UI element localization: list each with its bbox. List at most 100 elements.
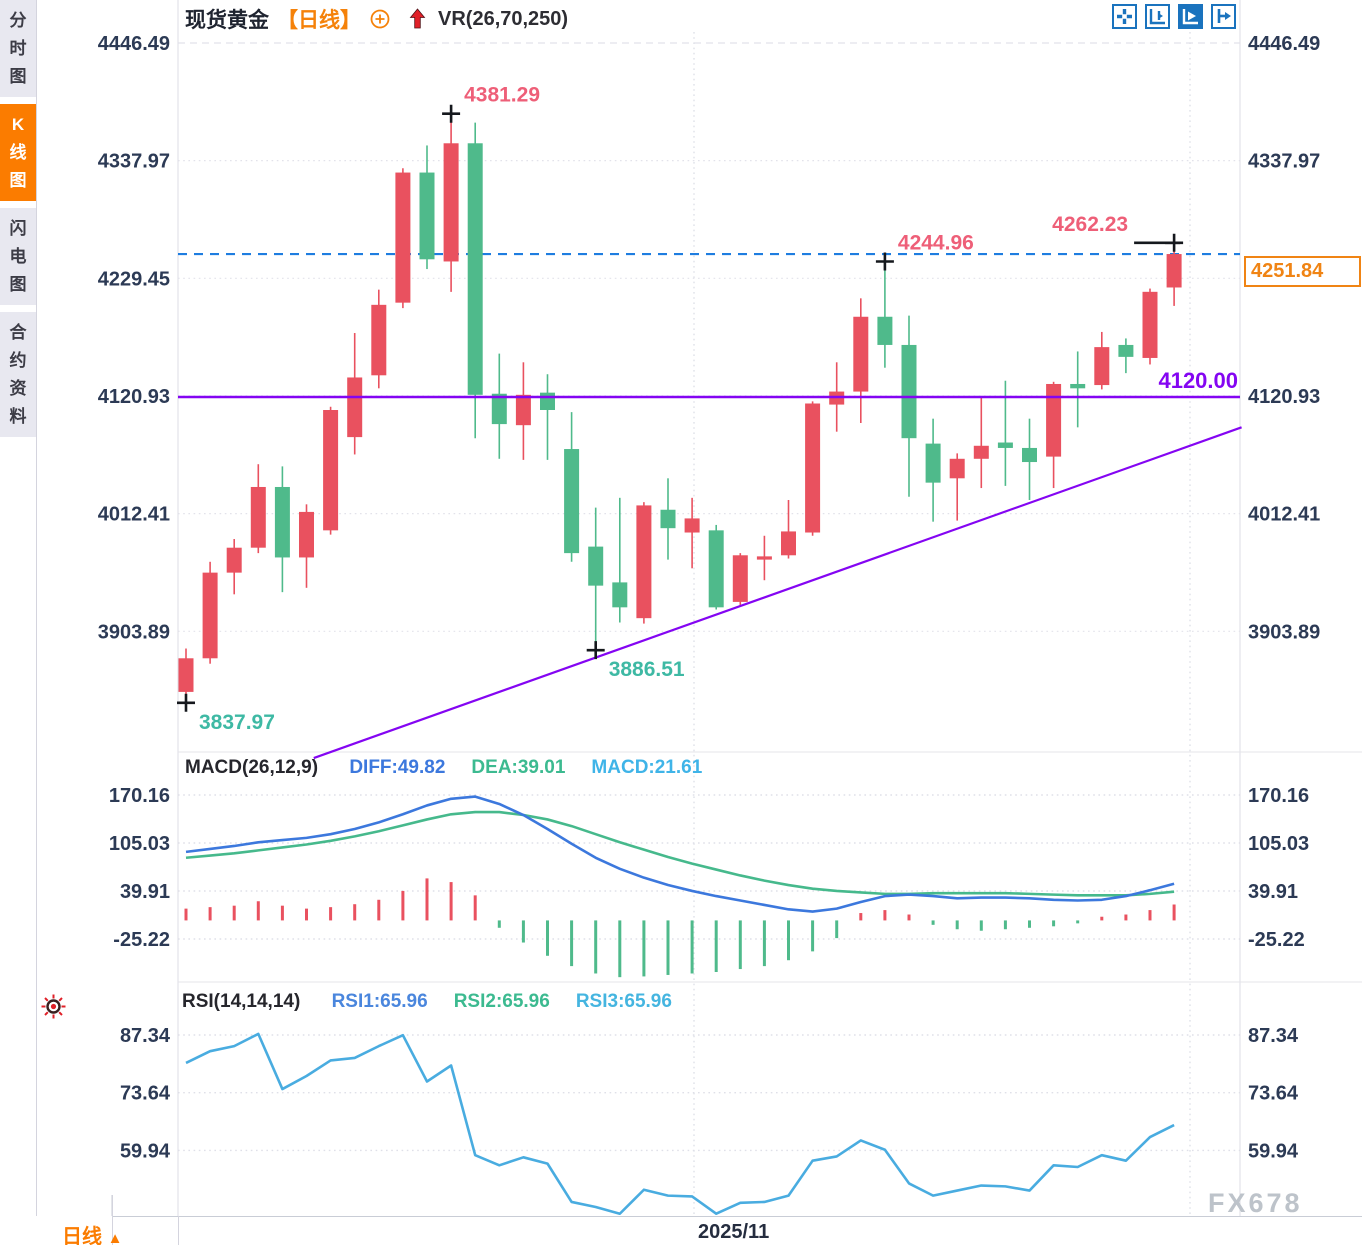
rsi-settings-sun-icon <box>41 994 66 1019</box>
candle-body <box>877 316 893 345</box>
svg-text:39.91: 39.91 <box>120 881 170 903</box>
sidebar-tab-char: 闪 <box>9 219 27 238</box>
sidebar-tab-2[interactable]: 闪电图 <box>0 208 36 305</box>
svg-text:3903.89: 3903.89 <box>98 621 170 643</box>
sidebar-tab-char: 图 <box>9 275 27 294</box>
candle-body <box>274 486 290 558</box>
last-price-box: 4251.84 <box>1244 256 1361 287</box>
bottom-bar: 日线 ▲ 2025/11 <box>0 1195 1362 1245</box>
chevron-up-icon: ▲ <box>107 1230 123 1245</box>
candle-body <box>540 392 555 410</box>
cross-marker <box>442 104 461 123</box>
macd-legend-1: DEA:39.01 <box>471 757 566 778</box>
go-to-latest-button[interactable] <box>1211 4 1236 29</box>
sidebar-tab-3[interactable]: 合约资料 <box>0 312 36 437</box>
price-annotation: 4262.23 <box>1052 213 1128 236</box>
macd-legend-2: MACD:21.61 <box>591 757 703 778</box>
macd-legend-0: DIFF:49.82 <box>349 757 446 778</box>
timeframe-tag: 【日线】 <box>277 9 361 32</box>
candle-body <box>1142 291 1158 358</box>
candle-body <box>1046 383 1062 457</box>
up-arrow-icon <box>409 8 426 29</box>
rsi-panel <box>185 1032 1175 1216</box>
svg-text:170.16: 170.16 <box>1248 785 1309 807</box>
sidebar-tab-char: 时 <box>9 39 27 58</box>
candle-body <box>419 172 435 260</box>
svg-text:-25.22: -25.22 <box>1248 929 1305 951</box>
fit-scale-button[interactable] <box>1145 4 1170 29</box>
svg-text:3903.89: 3903.89 <box>1248 621 1320 643</box>
candle-body <box>781 531 796 556</box>
candle-body <box>660 509 676 529</box>
sidebar-tab-char: 资 <box>9 379 27 398</box>
pan-tool-button[interactable] <box>1112 4 1137 29</box>
sidebar-tab-0[interactable]: 分时图 <box>0 0 36 97</box>
candle-body <box>323 409 339 531</box>
candle-body <box>564 449 580 554</box>
auto-scroll-icon <box>1182 9 1198 25</box>
vr-indicator-label: VR(26,70,250) <box>438 7 569 30</box>
candle-body <box>588 546 604 586</box>
sidebar-tab-char: 电 <box>9 247 27 266</box>
svg-text:73.64: 73.64 <box>120 1083 171 1105</box>
add-indicator-icon[interactable] <box>369 8 391 30</box>
svg-text:105.03: 105.03 <box>109 833 170 855</box>
price-annotation: 4381.29 <box>464 84 540 107</box>
candle-body <box>250 486 266 548</box>
price-panel <box>178 113 1242 760</box>
candle-body <box>202 572 218 659</box>
grid-layer <box>111 0 1362 1245</box>
divider <box>178 1216 179 1245</box>
candle-body <box>732 555 748 602</box>
candle-body <box>997 442 1013 448</box>
dea-line <box>185 810 1175 897</box>
rsi-line <box>185 1032 1175 1216</box>
candle-body <box>226 547 242 573</box>
cross-marker <box>177 693 195 712</box>
rsi-legend-2: RSI3:65.96 <box>575 991 672 1012</box>
price-annotation: 3886.51 <box>609 658 685 681</box>
macd-header: MACD(26,12,9) DIFF:49.82 DEA:39.01 MACD:21… <box>185 757 702 779</box>
candle-body <box>299 511 314 558</box>
svg-text:4120.93: 4120.93 <box>1248 386 1320 408</box>
sidebar-tab-char: 线 <box>9 143 27 162</box>
trendline <box>313 426 1242 760</box>
svg-text:4012.41: 4012.41 <box>98 504 170 526</box>
macd-indicator-label[interactable]: MACD(26,12,9) <box>185 757 319 778</box>
annotation-layer: 4120.00 4381.29 4244.96 4262.23 3837.97 3886.… <box>177 84 1238 734</box>
candle-body <box>949 458 965 479</box>
price-annotation: 3837.97 <box>199 711 275 734</box>
svg-text:170.16: 170.16 <box>109 785 170 807</box>
timeframe-selector[interactable]: 日线 ▲ <box>62 1220 122 1245</box>
candle-body <box>1070 383 1086 389</box>
svg-text:59.94: 59.94 <box>120 1140 171 1162</box>
candle-body <box>515 394 531 426</box>
rsi-indicator-label[interactable]: RSI(14,14,14) <box>182 991 301 1012</box>
svg-text:4012.41: 4012.41 <box>1248 504 1320 526</box>
cross-marker <box>1165 233 1184 252</box>
svg-text:87.34: 87.34 <box>1248 1025 1299 1047</box>
symbol-name: 现货黄金 <box>185 9 269 32</box>
watermark-logo: FX678 <box>1208 1188 1303 1218</box>
svg-text:4229.45: 4229.45 <box>98 268 170 290</box>
sidebar-tab-char: 约 <box>9 351 27 370</box>
candle-body <box>805 403 821 533</box>
auto-scroll-button[interactable] <box>1178 4 1203 29</box>
sidebar-tab-char: 料 <box>9 407 27 426</box>
sidebar-tab-char: 图 <box>9 171 27 190</box>
hline-price-label: 4120.00 <box>1158 368 1238 393</box>
timeframe-selector-label: 日线 <box>62 1226 102 1245</box>
candle-body <box>491 393 507 425</box>
rsi-header: RSI(14,14,14) RSI1:65.96 RSI2:65.96 RSI3:6… <box>182 991 672 1013</box>
candle-body <box>347 377 363 438</box>
candle-body <box>443 143 459 262</box>
candle-body <box>756 556 772 560</box>
candle-body <box>467 143 483 395</box>
rsi-legend-1: RSI2:65.96 <box>453 991 550 1012</box>
price-annotation: 4244.96 <box>898 232 974 255</box>
svg-text:105.03: 105.03 <box>1248 833 1309 855</box>
